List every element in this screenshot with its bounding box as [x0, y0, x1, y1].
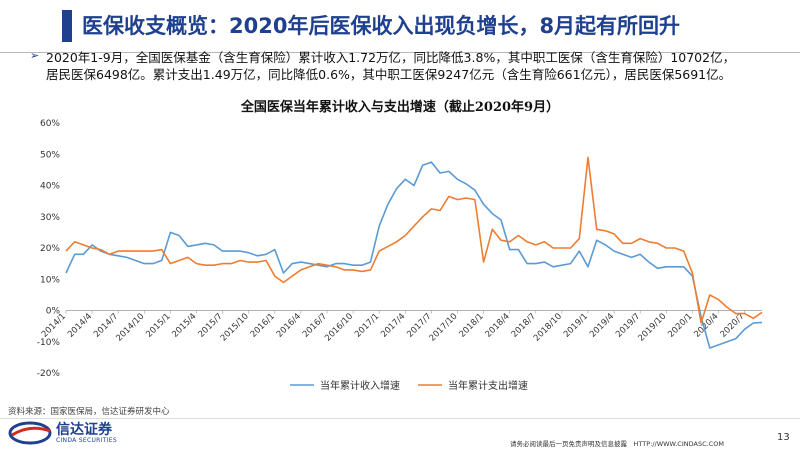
x-tick-label: 2016/10 — [323, 312, 355, 344]
y-tick-label: -10% — [37, 338, 61, 348]
x-tick-label: 2018/10 — [532, 312, 564, 344]
x-tick-label: 2019/4 — [588, 312, 616, 340]
x-tick-label: 2020/1 — [666, 312, 694, 340]
title-accent-bar — [62, 10, 72, 42]
title-divider — [0, 52, 800, 53]
footer-divider — [0, 418, 800, 419]
y-tick-label: 30% — [40, 213, 60, 223]
series-line-2 — [65, 156, 763, 324]
summary-text: 2020年1-9月，全国医保基金（含生育保险）累计收入1.72万亿，同比降低3.… — [46, 49, 786, 83]
series-line-1 — [65, 161, 763, 349]
summary-line-1: 2020年1-9月，全国医保基金（含生育保险）累计收入1.72万亿，同比降低3.… — [46, 50, 736, 65]
disclaimer-text: 请务必阅读最后一页免责声明及信息披露 HTTP://WWW.CINDASC.CO… — [510, 440, 724, 448]
logo-mark-icon — [8, 421, 52, 445]
title-bar: 医保收支概览：2020年后医保收入出现负增长，8月起有所回升 — [0, 8, 800, 53]
x-tick-label: 2019/1 — [562, 312, 590, 340]
x-tick-label: 2016/4 — [275, 312, 303, 340]
x-tick-label: 2015/10 — [219, 312, 251, 344]
legend-label-2: 当年累计支出增速 — [448, 379, 528, 392]
x-tick-label: 2014/4 — [66, 312, 94, 340]
legend-label-1: 当年累计收入增速 — [320, 379, 400, 392]
source-note: 资料来源：国家医保局，信达证券研发中心 — [8, 407, 170, 417]
x-tick-label: 2017/4 — [379, 312, 407, 340]
y-tick-label: -20% — [37, 369, 61, 379]
page-title: 医保收支概览：2020年后医保收入出现负增长，8月起有所回升 — [82, 14, 681, 38]
x-tick-label: 2017/10 — [428, 312, 460, 344]
summary-line-2: 居民医保6498亿。累计支出1.49万亿，同比降低0.6%，其中职工医保9247… — [46, 67, 732, 82]
bullet-arrow-icon: ➢ — [30, 49, 40, 62]
x-tick-label: 2017/1 — [353, 312, 381, 340]
y-tick-label: 20% — [40, 244, 60, 254]
x-tick-label: 2018/1 — [458, 312, 486, 340]
x-tick-label: 2018/4 — [484, 312, 512, 340]
line-chart: -20%-10%0%10%20%30%40%50%60%2014/12014/4… — [37, 119, 763, 392]
x-tick-label: 2015/4 — [170, 312, 198, 340]
x-tick-label: 2020/7 — [719, 312, 747, 340]
x-tick-label: 2015/1 — [144, 312, 172, 340]
page-number: 13 — [777, 432, 790, 443]
y-tick-label: 10% — [40, 275, 60, 285]
logo-chinese-name: 信达证券 — [56, 422, 112, 438]
x-tick-label: 2016/1 — [249, 312, 277, 340]
chart-title: 全国医保当年累计收入与支出增速（截止2020年9月） — [240, 100, 560, 115]
company-logo: 信达证券 CINDA SECURITIES — [8, 420, 138, 446]
y-tick-label: 0% — [46, 307, 61, 317]
logo-english-name: CINDA SECURITIES — [56, 437, 117, 444]
x-tick-label: 2019/10 — [636, 312, 668, 344]
y-tick-label: 50% — [40, 150, 60, 160]
x-tick-label: 2014/10 — [114, 312, 146, 344]
y-tick-label: 40% — [40, 182, 60, 192]
y-tick-label: 60% — [40, 119, 60, 129]
